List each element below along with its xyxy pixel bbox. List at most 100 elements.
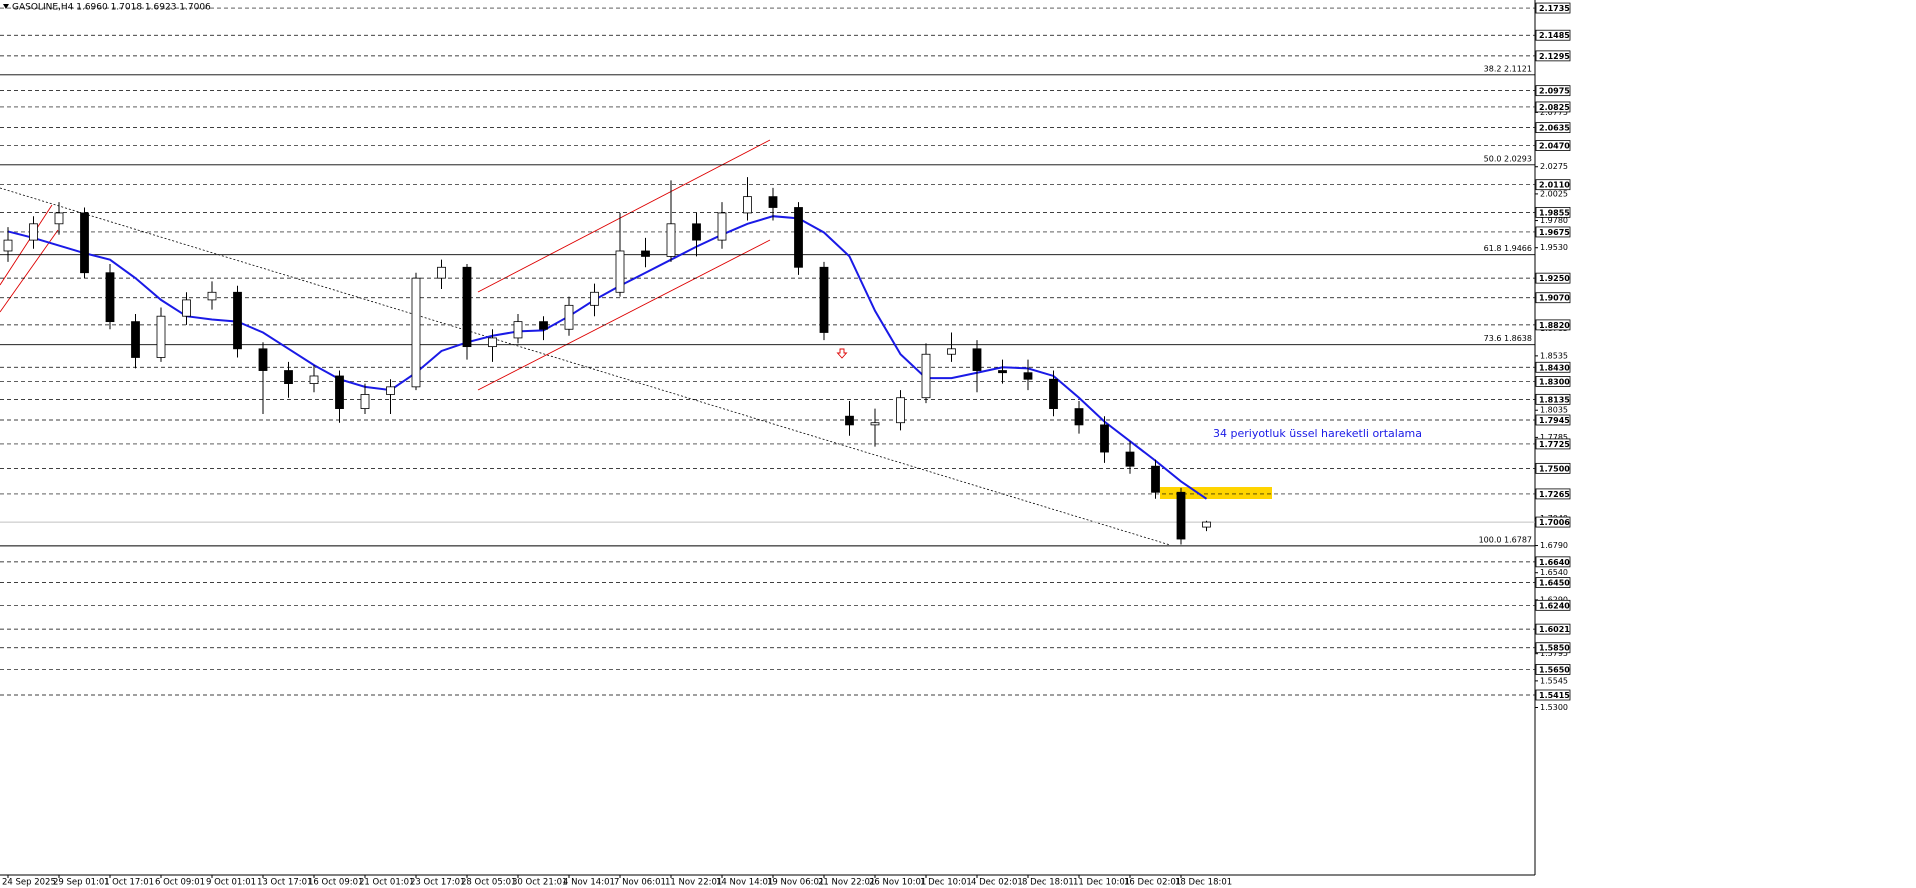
y-tick-label: 1.6540 [1540, 568, 1568, 577]
level-label: 1.8820 [1539, 321, 1570, 330]
x-tick-label: 19 Nov 06:01 [767, 878, 824, 888]
y-tick-label: 2.0025 [1540, 189, 1568, 198]
y-tick-label: 1.5545 [1540, 676, 1568, 685]
candle-body [182, 299, 191, 317]
level-label: 1.9070 [1539, 294, 1570, 303]
level-label: 1.8135 [1539, 395, 1570, 404]
candle-body [1023, 372, 1033, 380]
level-label-box [1535, 376, 1571, 387]
level-label-box [1535, 462, 1571, 474]
level-label-box [1535, 2, 1571, 14]
candle-body [1202, 521, 1211, 528]
x-tick-label: 9 Oct 01:01 [206, 878, 256, 888]
level-label-box [1535, 272, 1571, 284]
annotation: 34 periyotluk üssel hareketli ortalama [1213, 427, 1422, 440]
resistance-zone [1160, 487, 1272, 499]
candle-body [539, 321, 548, 330]
fib-label: 61.8 1.9466 [1484, 244, 1532, 253]
x-tick-label: 14 Nov 14:01 [716, 878, 773, 888]
current-price-label: 1.7006 [1539, 518, 1570, 527]
level-label-box [1535, 179, 1571, 191]
candle-body [1074, 408, 1084, 426]
candle-body [462, 266, 472, 348]
candle-body [870, 422, 880, 426]
candle-body [845, 415, 854, 426]
candle-body [233, 291, 242, 350]
candle-body [207, 291, 217, 301]
level-label: 1.6021 [1539, 625, 1570, 634]
level-label: 1.7265 [1539, 490, 1570, 499]
y-tick-label: 1.9780 [1540, 216, 1568, 225]
level-label: 2.1485 [1539, 31, 1570, 40]
candle-body [590, 291, 599, 306]
y-tick-label: 1.8535 [1540, 351, 1568, 360]
candle-body [1151, 465, 1160, 493]
x-tick-label: 23 Oct 17:01 [410, 878, 465, 888]
candle-body [131, 321, 140, 358]
x-tick-label: 6 Oct 09:01 [155, 878, 205, 888]
y-tick-label: 1.5300 [1540, 703, 1568, 712]
level-label-box [1535, 101, 1571, 113]
candle-body [768, 196, 778, 208]
level-label: 1.8430 [1539, 363, 1570, 372]
level-label-box [1535, 50, 1571, 62]
candle-body [488, 337, 497, 348]
candle-body [615, 250, 625, 293]
y-tick-label: 1.5795 [1540, 649, 1568, 658]
candle-body [360, 394, 370, 409]
x-tick-label: 11 Dec 10:01 [1073, 878, 1130, 888]
candle-body [411, 277, 421, 388]
level-label-box [1535, 140, 1571, 151]
level-label-box [1535, 577, 1571, 588]
x-tick-label: 11 Nov 22:01 [665, 878, 722, 888]
level-label: 1.7725 [1539, 440, 1570, 449]
level-label-box [1535, 438, 1571, 450]
x-tick-label: 4 Dec 02:01 [971, 878, 1023, 888]
candle-body [666, 223, 676, 257]
ema-line [7, 215, 1208, 500]
candle-body [743, 196, 752, 214]
level-label: 1.5650 [1539, 665, 1570, 674]
x-tick-label: 16 Dec 02:01 [1124, 878, 1181, 888]
candle-body [309, 375, 319, 384]
level-label-box [1535, 642, 1571, 654]
channel-lower [477, 239, 771, 391]
level-label: 2.0470 [1539, 142, 1570, 151]
channel-left-upper [0, 204, 53, 286]
level-label: 2.0110 [1539, 181, 1570, 190]
candle-body [437, 266, 446, 279]
candle-body [386, 386, 395, 395]
y-tick-label: 1.7785 [1540, 433, 1568, 442]
y-tick-label: 2.0775 [1540, 108, 1568, 117]
x-tick-label: 13 Oct 17:01 [257, 878, 312, 888]
x-tick-label: 24 Sep 2025 [2, 878, 56, 888]
level-label-box [1535, 85, 1571, 97]
candle-body [921, 353, 931, 399]
candle-body [335, 375, 344, 409]
fib-label: 50.0 2.0293 [1484, 154, 1532, 163]
current-price-box [1535, 516, 1571, 528]
candle-body [972, 348, 982, 371]
candle-body [80, 212, 89, 274]
level-label: 1.8300 [1539, 377, 1570, 386]
level-label-box [1535, 488, 1571, 500]
level-label-box [1535, 689, 1571, 701]
x-tick-label: 26 Nov 10:01 [869, 878, 926, 888]
candle-body [564, 304, 574, 330]
candle-body [258, 348, 268, 371]
candle-body [717, 212, 727, 241]
y-tick-label: 1.6290 [1540, 595, 1568, 604]
x-tick-label: 21 Oct 01:01 [359, 878, 414, 888]
level-label-box [1535, 361, 1571, 373]
level-label: 1.9675 [1539, 228, 1570, 237]
collapse-icon [3, 4, 9, 9]
x-tick-label: 8 Dec 18:01 [1022, 878, 1074, 888]
level-label: 1.7500 [1539, 464, 1570, 473]
candle-body [284, 370, 293, 384]
x-tick-label: 29 Sep 01:01 [53, 878, 110, 888]
x-tick-label: 21 Nov 22:01 [818, 878, 875, 888]
candle-body [513, 321, 523, 339]
y-tick-label: 1.6790 [1540, 541, 1568, 550]
level-label: 2.1295 [1539, 52, 1570, 61]
